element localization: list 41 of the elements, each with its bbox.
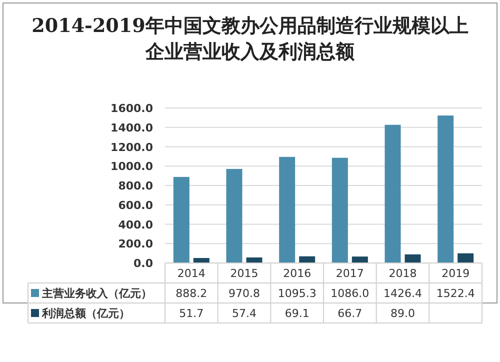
chart-title: 2014-2019年中国文教办公用品制造行业规模以上企业营业收入及利润总额 xyxy=(32,15,468,63)
bar xyxy=(193,258,210,263)
data-label: 89.0 xyxy=(390,307,415,320)
bar xyxy=(404,254,421,263)
y-tick-label: 200.0 xyxy=(118,238,154,251)
y-tick-label: 1000.0 xyxy=(110,160,154,174)
x-tick-label: 2014 xyxy=(177,267,206,280)
bar xyxy=(299,256,316,263)
data-label: 57.4 xyxy=(232,307,256,320)
y-tick-label: 0.0 xyxy=(134,257,154,270)
bar xyxy=(279,156,296,263)
y-tick-label: 1200.0 xyxy=(110,140,154,154)
legend-label: 利润总额（亿元） xyxy=(41,307,130,320)
y-tick-label: 400.0 xyxy=(118,218,154,232)
bar xyxy=(458,253,474,263)
bar xyxy=(438,116,454,263)
data-label: 66.7 xyxy=(338,307,362,320)
legend-label: 主营业务收入（亿元） xyxy=(41,287,152,300)
bar xyxy=(384,124,401,263)
x-tick-label: 2016 xyxy=(283,267,312,280)
bar xyxy=(332,158,348,263)
data-label: 1522.4 xyxy=(436,287,475,300)
x-tick-label: 2015 xyxy=(230,267,258,280)
y-tick-label: 1400.0 xyxy=(110,121,154,134)
x-tick-label: 2017 xyxy=(336,267,364,280)
bar xyxy=(352,256,368,263)
data-label: 1095.3 xyxy=(278,287,316,300)
bar xyxy=(173,176,190,263)
y-tick-label: 600.0 xyxy=(118,198,154,212)
data-label: 970.8 xyxy=(228,287,260,300)
y-tick-label: 800.0 xyxy=(118,180,154,192)
bar xyxy=(246,257,262,263)
data-label: 51.7 xyxy=(179,307,204,320)
bar xyxy=(226,168,242,263)
x-tick-label: 2019 xyxy=(442,267,470,280)
data-label: 888.2 xyxy=(176,287,208,300)
data-label: 1086.0 xyxy=(330,287,370,300)
data-label: 69.1 xyxy=(284,307,310,320)
data-label: 1426.4 xyxy=(384,287,422,300)
x-tick-label: 2018 xyxy=(388,267,417,280)
y-tick-label: 1600.0 xyxy=(110,102,154,115)
